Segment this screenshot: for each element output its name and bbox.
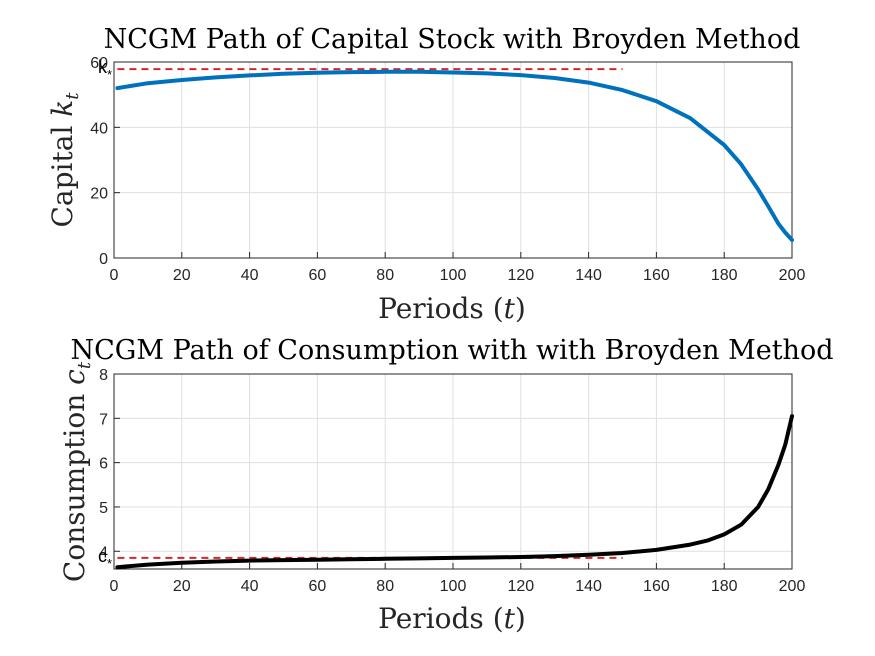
consumption-x-label-main: Periods ( (378, 602, 503, 635)
capital-steady-state-label: k* (98, 57, 112, 82)
capital-y-label-var: k (46, 100, 79, 117)
consumption-y-tick-label: 4 (99, 544, 108, 561)
capital-x-ticks: 0 20 40 60 80 100 120 140 160 180 200 (110, 252, 806, 284)
consumption-x-tick-label: 0 (110, 578, 119, 595)
consumption-x-tick-label: 200 (779, 578, 806, 595)
capital-y-label-main: Capital (46, 117, 79, 228)
capital-x-tick-label: 0 (110, 267, 119, 284)
capital-x-axis-label: Periods (t) (378, 292, 526, 325)
consumption-y-label-var: c (58, 369, 91, 385)
capital-series-line (115, 69, 794, 242)
capital-chart-title: NCGM Path of Capital Stock with Broyden … (104, 24, 801, 55)
consumption-x-tick-label: 120 (507, 578, 534, 595)
capital-x-tick-label: 180 (711, 267, 738, 284)
capital-y-ticks: 0 20 40 60 (90, 55, 120, 268)
capital-x-label-end: ) (515, 292, 526, 325)
capital-x-tick-label: 120 (507, 267, 534, 284)
capital-x-label-var: t (504, 292, 516, 325)
consumption-x-tick-label: 40 (241, 578, 259, 595)
consumption-x-tick-label: 180 (711, 578, 738, 595)
capital-steady-state-base: k (98, 57, 108, 77)
consumption-x-tick-label: 140 (575, 578, 602, 595)
consumption-x-label-end: ) (515, 602, 526, 635)
consumption-steady-state-label: c* (98, 546, 112, 571)
consumption-x-tick-label: 60 (309, 578, 327, 595)
capital-steady-state-sub: * (107, 67, 112, 82)
capital-x-tick-label: 80 (376, 267, 394, 284)
consumption-y-tick-label: 7 (99, 411, 108, 428)
consumption-steady-state-sub: * (107, 556, 112, 571)
capital-x-label-main: Periods ( (378, 292, 503, 325)
consumption-y-axis-label: Consumption ct (58, 361, 95, 582)
consumption-y-tick-label: 8 (99, 367, 108, 384)
consumption-y-tick-label: 5 (99, 500, 108, 517)
consumption-y-ticks: 4 5 6 7 8 (99, 367, 120, 561)
capital-x-tick-label: 160 (643, 267, 670, 284)
consumption-y-tick-label: 6 (99, 456, 108, 473)
capital-x-tick-label: 200 (779, 267, 806, 284)
consumption-x-ticks: 0 20 40 60 80 100 120 140 160 180 200 (110, 563, 806, 595)
consumption-y-label-main: Consumption (58, 385, 91, 582)
capital-y-tick-label: 20 (90, 186, 108, 203)
consumption-x-axis-label: Periods (t) (378, 602, 526, 635)
consumption-x-tick-label: 160 (643, 578, 670, 595)
consumption-chart: NCGM Path of Consumption with with Broyd… (58, 335, 833, 635)
capital-y-tick-label: 40 (90, 120, 108, 137)
consumption-steady-state-base: c (98, 546, 107, 566)
consumption-x-tick-label: 100 (440, 578, 467, 595)
consumption-x-label-var: t (504, 602, 516, 635)
capital-y-tick-label: 60 (90, 55, 108, 72)
capital-x-tick-label: 140 (575, 267, 602, 284)
capital-x-tick-label: 40 (241, 267, 259, 284)
capital-y-tick-label: 0 (99, 251, 108, 268)
capital-y-label-sub: t (62, 92, 83, 100)
consumption-x-tick-label: 20 (173, 578, 191, 595)
consumption-y-label-sub: t (74, 361, 95, 369)
consumption-x-tick-label: 80 (376, 578, 394, 595)
capital-y-axis-label: Capital kt (46, 92, 83, 228)
consumption-series-line (115, 414, 794, 570)
capital-chart: NCGM Path of Capital Stock with Broyden … (46, 24, 805, 325)
capital-x-tick-label: 100 (440, 267, 467, 284)
consumption-chart-title: NCGM Path of Consumption with with Broyd… (71, 335, 834, 366)
capital-x-tick-label: 20 (173, 267, 191, 284)
capital-x-tick-label: 60 (309, 267, 327, 284)
